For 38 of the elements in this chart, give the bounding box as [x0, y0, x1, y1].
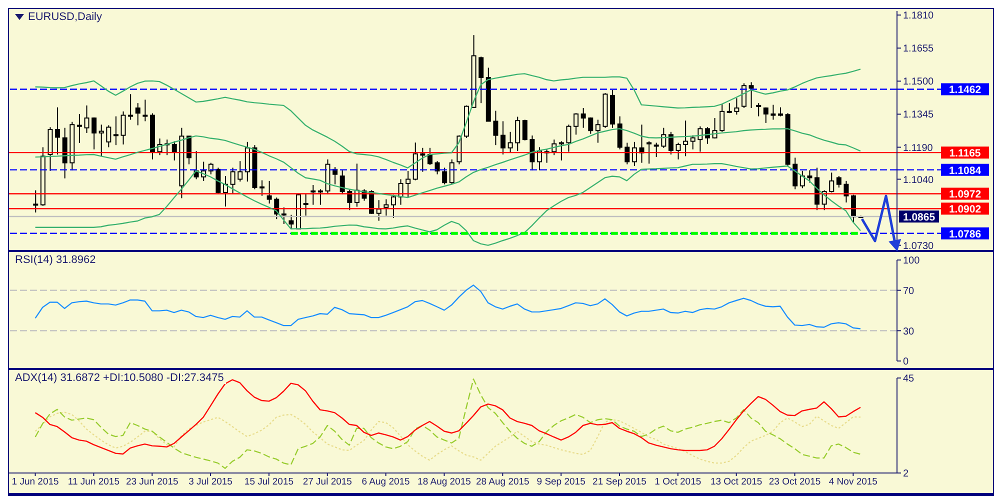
y-tick-label: 30: [903, 326, 915, 338]
x-tick-label: 13 Oct 2015: [710, 476, 762, 488]
ref-line-label: 1.0865: [902, 212, 936, 224]
y-tick-label: 1.1190: [903, 142, 934, 154]
y-tick-label: 1.1345: [903, 110, 934, 121]
x-tick-label: 15 Jul 2015: [244, 476, 294, 488]
x-tick-label: 18 Aug 2015: [418, 476, 471, 488]
y-tick-label: 1.1810: [903, 10, 934, 22]
y-tick-label: 2: [903, 468, 909, 480]
x-tick-label: 3 Jul 2015: [188, 476, 232, 488]
ref-line-label: 1.0786: [948, 228, 982, 240]
y-tick-label: 1.0730: [903, 240, 934, 252]
y-tick-label: 45: [903, 374, 915, 385]
y-tick-label: 1.1500: [903, 76, 934, 88]
chart-title: EURUSD,Daily: [28, 11, 102, 23]
x-tick-label: 23 Oct 2015: [768, 476, 821, 488]
chart-title: ADX(14) 31.6872 +DI:10.5080 -DI:27.3475: [15, 372, 224, 384]
ref-line-label: 1.1462: [948, 84, 982, 96]
x-tick-label: 9 Sep 2015: [536, 476, 586, 488]
x-tick-label: 11 Jun 2015: [68, 476, 120, 488]
x-tick-label: 4 Nov 2015: [828, 476, 878, 488]
x-tick-label: 1 Oct 2015: [654, 476, 702, 488]
ref-line-label: 1.1084: [948, 164, 982, 177]
chart-title: RSI(14) 31.8962: [15, 254, 96, 266]
ref-line-label: 1.1165: [949, 148, 981, 160]
x-tick-label: 28 Aug 2015: [476, 476, 530, 488]
x-tick-label: 6 Aug 2015: [362, 476, 410, 488]
y-tick-label: 1.1655: [903, 44, 934, 55]
y-tick-label: 0: [903, 356, 909, 368]
y-tick-label: 70: [903, 286, 915, 297]
x-tick-label: 27 Jul 2015: [302, 476, 352, 488]
y-tick-label: 100: [903, 256, 920, 267]
ref-line-label: 1.0902: [948, 204, 982, 216]
ref-line-label: 1.0972: [948, 188, 982, 201]
x-tick-label: 21 Sep 2015: [592, 476, 646, 488]
x-tick-label: 1 Jun 2015: [12, 476, 59, 488]
y-tick-label: 1.1040: [903, 174, 934, 186]
x-tick-label: 23 Jun 2015: [126, 476, 178, 488]
